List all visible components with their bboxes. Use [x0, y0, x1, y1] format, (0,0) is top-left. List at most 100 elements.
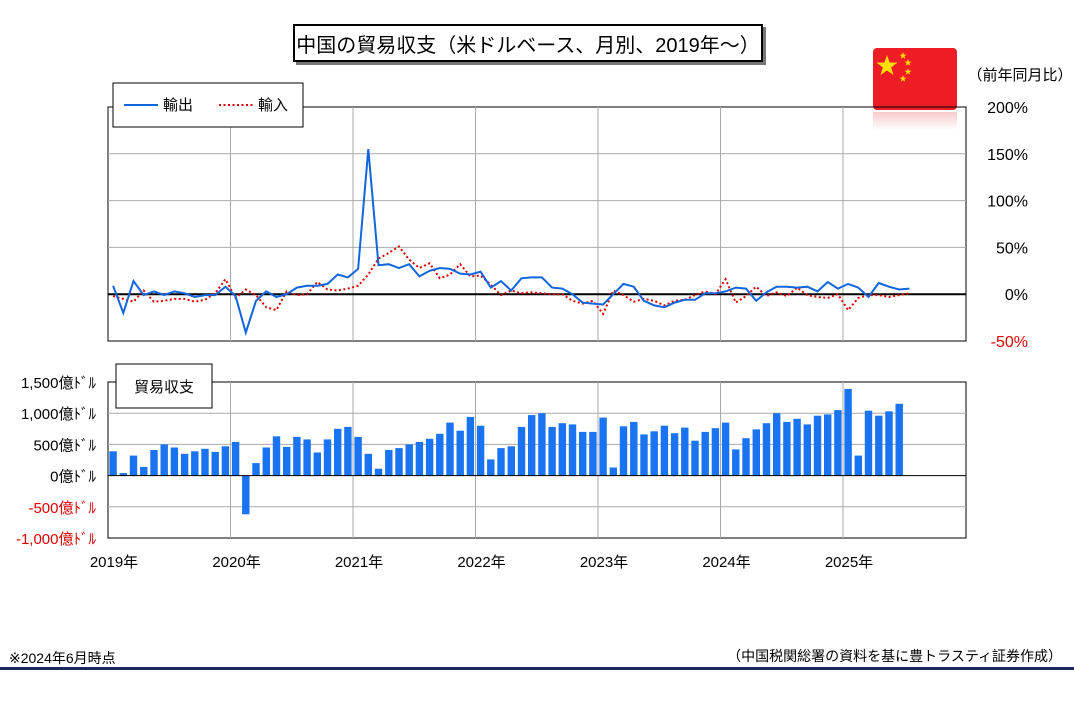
- legend-export-label: 輸出: [163, 97, 193, 114]
- line-chart-legend: 輸出 輸入: [112, 82, 304, 128]
- x-tick-label: 2022年: [457, 554, 505, 571]
- trade-balance-bar: [385, 450, 393, 476]
- trade-balance-bar: [487, 459, 495, 476]
- bottom-rule: [0, 667, 1074, 670]
- trade-balance-bar: [129, 455, 138, 476]
- flag-small-star: [899, 52, 907, 59]
- y-tick-label: 200%: [987, 100, 1028, 117]
- trade-balance-bar: [813, 415, 822, 476]
- trade-balance-bar: [660, 425, 669, 476]
- bar-chart-legend: 貿易収支: [115, 363, 213, 409]
- trade-balance-bar: [834, 410, 842, 476]
- import-series-line: [112, 245, 910, 316]
- trade-balance-bar: [650, 431, 658, 476]
- trade-balance-bar: [140, 466, 148, 476]
- legend-trade-balance-label: 貿易収支: [134, 379, 194, 396]
- trade-balance-bar: [854, 455, 862, 476]
- trade-balance-bar: [609, 467, 617, 476]
- y-tick-label: 500億ﾄﾞﾙ: [33, 437, 96, 454]
- trade-balance-bar: [150, 450, 158, 476]
- trade-balance-bar: [476, 425, 485, 476]
- trade-balance-bar: [711, 428, 720, 476]
- chart-area: 200% 150% 100% 50% 0% -50% （前年同月比） 輸出 輸入 1,50…: [16, 67, 1073, 571]
- flag-reflection: [873, 112, 957, 130]
- trade-balance-bar: [773, 413, 781, 476]
- trade-balance-bar: [436, 433, 444, 476]
- trade-balance-bar: [456, 430, 464, 476]
- trade-balance-bar: [180, 453, 189, 476]
- trade-balance-bar: [721, 422, 730, 476]
- trade-balance-bar: [599, 417, 607, 476]
- trade-balance-bar: [109, 451, 117, 476]
- line-chart-unit-label: （前年同月比）: [967, 67, 1072, 84]
- trade-balance-bar: [507, 446, 515, 476]
- trade-balance-bar: [895, 403, 903, 476]
- trade-balance-bar: [640, 434, 648, 476]
- trade-balance-bar: [466, 416, 475, 476]
- bar-chart-frame: [107, 381, 967, 539]
- chart-title: 中国の貿易収支（米ドルベース、月別、2019年〜）: [293, 24, 763, 62]
- trade-balance-bar: [538, 413, 546, 476]
- trade-balance-bar: [344, 426, 352, 476]
- x-tick-label: 2023年: [580, 554, 628, 571]
- trade-balance-bar: [864, 410, 873, 476]
- trade-balance-bar: [252, 463, 260, 476]
- y-tick-label: 150%: [987, 147, 1028, 164]
- trade-balance-bar: [589, 431, 597, 476]
- trade-balance-bar: [762, 423, 771, 476]
- trade-balance-bar: [231, 441, 240, 476]
- trade-balance-bar: [701, 431, 709, 476]
- trade-balance-bar: [497, 448, 505, 476]
- flag-small-star: [904, 59, 912, 66]
- y-tick-label: 1,000億ﾄﾞﾙ: [21, 406, 97, 423]
- trade-balance-bar: [395, 448, 403, 476]
- x-tick-label: 2019年: [90, 554, 138, 571]
- x-tick-label: 2024年: [702, 554, 750, 571]
- trade-balance-bar: [793, 418, 801, 476]
- trade-balance-bar: [803, 424, 811, 476]
- x-tick-label: 2020年: [212, 554, 260, 571]
- trade-balance-bar: [681, 427, 689, 476]
- trade-balance-bar: [875, 415, 883, 476]
- trade-balance-bar: [170, 447, 179, 476]
- trade-balance-bar: [374, 468, 383, 476]
- trade-balance-bar: [670, 433, 679, 476]
- trade-balance-bar: [221, 446, 230, 476]
- x-tick-label: 2021年: [335, 554, 383, 571]
- trade-balance-bar: [293, 436, 301, 476]
- trade-balance-bar: [405, 444, 413, 476]
- legend-import-label: 輸入: [258, 97, 288, 114]
- flag-small-star: [899, 75, 907, 82]
- footnote: ※2024年6月時点: [9, 650, 116, 666]
- y-tick-label: -500億ﾄﾞﾙ: [28, 500, 96, 517]
- trade-balance-bar: [732, 449, 740, 476]
- trade-balance-bar: [528, 415, 536, 476]
- china-flag-icon: [873, 48, 957, 110]
- y-tick-label: 50%: [996, 240, 1028, 257]
- trade-balance-bar: [425, 438, 434, 476]
- trade-balance-bar: [558, 423, 566, 476]
- trade-balance-bar: [568, 424, 577, 476]
- y-tick-label: 1,500億ﾄﾞﾙ: [21, 375, 97, 392]
- trade-balance-bar: [885, 411, 893, 476]
- trade-balance-bar: [415, 441, 424, 476]
- trade-balance-bar: [752, 429, 760, 476]
- trade-balance-bar: [446, 422, 454, 476]
- trade-balance-bar: [201, 448, 209, 476]
- export-series-line: [112, 149, 910, 337]
- trade-balance-bar: [783, 421, 791, 476]
- y-tick-label: 0億ﾄﾞﾙ: [50, 469, 96, 486]
- trade-balance-bar: [548, 426, 556, 476]
- x-tick-label: 2025年: [825, 554, 873, 571]
- y-tick-label: -50%: [991, 334, 1028, 351]
- trade-balance-bar: [824, 414, 832, 476]
- trade-balance-bar: [262, 447, 270, 476]
- flag-big-star: [876, 55, 898, 75]
- trade-balance-bar: [354, 436, 362, 476]
- y-tick-label: 0%: [1005, 287, 1028, 304]
- y-tick-label: -1,000億ﾄﾞﾙ: [16, 531, 97, 548]
- trade-balance-bar: [517, 426, 526, 476]
- trade-balance-bar: [160, 444, 168, 476]
- flag-small-star: [904, 68, 912, 75]
- trade-balance-bar: [242, 475, 250, 515]
